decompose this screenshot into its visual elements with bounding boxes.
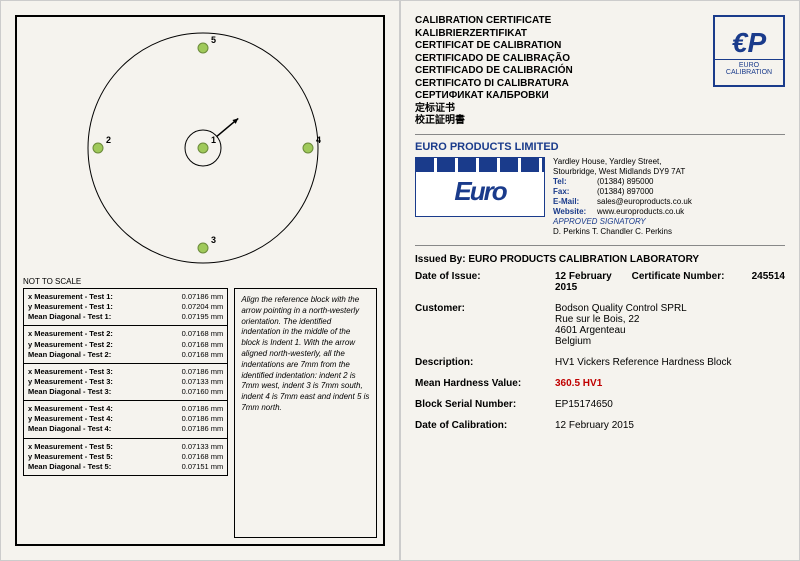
customer-line: Rue sur le Bois, 22 (555, 314, 785, 325)
title-line: 校正証明書 (415, 115, 573, 128)
issued-by: EURO PRODUCTS CALIBRATION LABORATORY (468, 254, 699, 265)
euro-logo: Euro (415, 157, 545, 217)
measurement-row: Mean Diagonal - Test 5:0.07151 mm (28, 462, 223, 472)
calibration-date-label: Date of Calibration: (415, 420, 555, 431)
svg-text:4: 4 (316, 135, 321, 145)
lower-section: x Measurement - Test 1:0.07186 mmy Measu… (23, 288, 377, 538)
euro-calibration-logo: €P EURO CALIBRATION (713, 15, 785, 87)
title-line: CALIBRATION CERTIFICATE (415, 15, 573, 28)
left-frame: 1 2 3 4 5 NOT TO SCALE x Measurement - Test … (15, 15, 385, 546)
euro-word: Euro (454, 176, 505, 207)
measurement-group: x Measurement - Test 1:0.07186 mmy Measu… (23, 288, 228, 326)
measurement-row: Mean Diagonal - Test 3:0.07160 mm (28, 387, 223, 397)
address-block: Yardley House, Yardley Street, Stourbrid… (553, 157, 785, 237)
mean-hardness-value: 360.5 HV1 (555, 378, 785, 389)
tel-label: Tel: (553, 177, 597, 186)
svg-text:2: 2 (106, 135, 111, 145)
measurement-group: x Measurement - Test 4:0.07186 mmy Measu… (23, 401, 228, 438)
title-line: СЕРТИФИКАТ КАЛБРОВКИ (415, 90, 573, 103)
title-line: CERTIFICAT DE CALIBRATION (415, 40, 573, 53)
title-list: CALIBRATION CERTIFICATEKALIBRIERZERTIFIK… (415, 15, 573, 128)
measurement-row: x Measurement - Test 5:0.07133 mm (28, 442, 223, 452)
description-value: HV1 Vickers Reference Hardness Block (555, 357, 785, 368)
certificate-body: Issued By: EURO PRODUCTS CALIBRATION LAB… (415, 245, 785, 431)
customer-line: 4601 Argenteau (555, 325, 785, 336)
measurement-row: y Measurement - Test 5:0.07168 mm (28, 452, 223, 462)
right-page: CALIBRATION CERTIFICATEKALIBRIERZERTIFIK… (400, 0, 800, 561)
epl-heading: EURO PRODUCTS LIMITED (415, 141, 785, 153)
measurement-row: Mean Diagonal - Test 2:0.07168 mm (28, 350, 223, 360)
date-issue-label: Date of Issue: (415, 271, 555, 293)
email-label: E-Mail: (553, 197, 597, 206)
cert-no-value: 245514 (752, 271, 785, 282)
measurement-row: Mean Diagonal - Test 4:0.07186 mm (28, 424, 223, 434)
indent-diagram: 1 2 3 4 5 (23, 23, 377, 273)
measurement-row: x Measurement - Test 1:0.07186 mm (28, 292, 223, 302)
measurement-group: x Measurement - Test 2:0.07168 mmy Measu… (23, 326, 228, 363)
ep-subtext: EURO CALIBRATION (715, 59, 783, 76)
svg-text:3: 3 (211, 235, 216, 245)
left-page: 1 2 3 4 5 NOT TO SCALE x Measurement - Test … (0, 0, 400, 561)
title-line: CERTIFICADO DE CALIBRACIÓN (415, 65, 573, 78)
customer-line: Bodson Quality Control SPRL (555, 303, 785, 314)
serial-value: EP15174650 (555, 399, 785, 410)
date-issue-value: 12 February 2015 (555, 271, 612, 293)
measurement-row: x Measurement - Test 3:0.07186 mm (28, 367, 223, 377)
customer-label: Customer: (415, 303, 555, 347)
web-value: www.europroducts.co.uk (597, 207, 684, 216)
cert-no-label: Certificate Number: (632, 271, 752, 293)
measurement-row: y Measurement - Test 3:0.07133 mm (28, 377, 223, 387)
signatories: D. Perkins T. Chandler C. Perkins (553, 227, 785, 236)
title-line: CERTIFICADO DE CALIBRAÇÃO (415, 53, 573, 66)
fax-label: Fax: (553, 187, 597, 196)
title-line: 定标证书 (415, 103, 573, 116)
not-to-scale-label: NOT TO SCALE (23, 277, 377, 286)
svg-text:1: 1 (211, 135, 216, 145)
serial-label: Block Serial Number: (415, 399, 555, 410)
issued-label: Issued By: (415, 254, 466, 265)
measurement-row: y Measurement - Test 4:0.07186 mm (28, 414, 223, 424)
company-band: Euro Yardley House, Yardley Street, Stou… (415, 157, 785, 237)
customer-line: Belgium (555, 336, 785, 347)
calibration-date-value: 12 February 2015 (555, 420, 785, 431)
measurement-row: Mean Diagonal - Test 1:0.07195 mm (28, 312, 223, 322)
divider (415, 134, 785, 135)
issued-line: Issued By: EURO PRODUCTS CALIBRATION LAB… (415, 254, 785, 265)
fax-value: (01384) 897000 (597, 187, 654, 196)
measurement-row: x Measurement - Test 4:0.07186 mm (28, 404, 223, 414)
measurement-row: y Measurement - Test 2:0.07168 mm (28, 340, 223, 350)
measurement-group: x Measurement - Test 5:0.07133 mmy Measu… (23, 439, 228, 476)
measurement-row: y Measurement - Test 1:0.07204 mm (28, 302, 223, 312)
title-line: CERTIFICATO DI CALIBRATURA (415, 78, 573, 91)
description-label: Description: (415, 357, 555, 368)
measurement-group: x Measurement - Test 3:0.07186 mmy Measu… (23, 364, 228, 401)
measurements-column: x Measurement - Test 1:0.07186 mmy Measu… (23, 288, 228, 538)
customer-value: Bodson Quality Control SPRLRue sur le Bo… (555, 303, 785, 347)
instructions-box: Align the reference block with the arrow… (234, 288, 377, 538)
measurement-row: x Measurement - Test 2:0.07168 mm (28, 329, 223, 339)
svg-text:5: 5 (211, 35, 216, 45)
mean-hardness-label: Mean Hardness Value: (415, 378, 555, 389)
addr-line2: Stourbridge, West Midlands DY9 7AT (553, 167, 785, 176)
title-line: KALIBRIERZERTIFIKAT (415, 28, 573, 41)
addr-line1: Yardley House, Yardley Street, (553, 157, 785, 166)
email-value: sales@europroducts.co.uk (597, 197, 692, 206)
approved-signatory: APPROVED SIGNATORY (553, 217, 785, 226)
tel-value: (01384) 895000 (597, 177, 654, 186)
ep-mark: €P (732, 27, 766, 59)
title-block: CALIBRATION CERTIFICATEKALIBRIERZERTIFIK… (415, 15, 785, 128)
web-label: Website: (553, 207, 597, 216)
